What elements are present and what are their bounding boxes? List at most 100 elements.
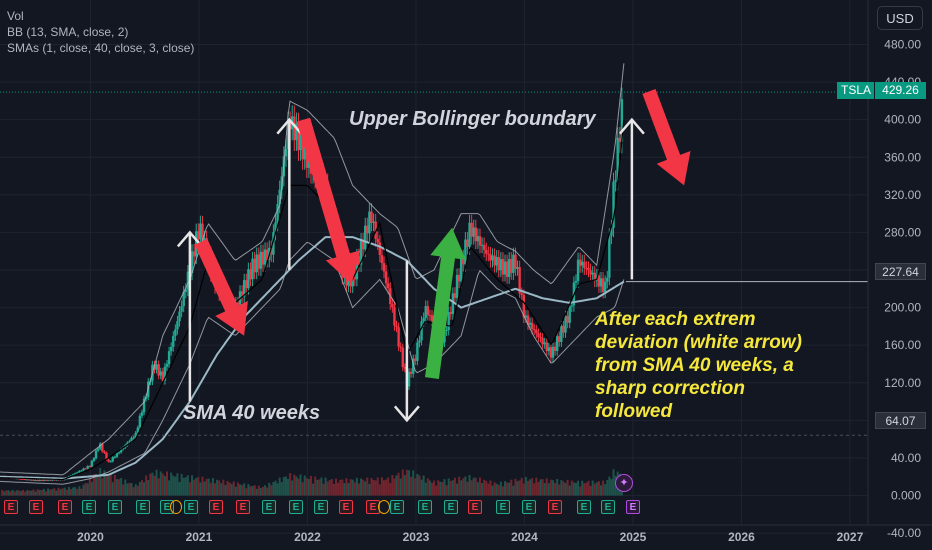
candle-body [564,315,567,333]
earnings-event-icon[interactable]: E [289,500,303,514]
volume-bar [178,482,181,496]
earnings-event-icon[interactable]: E [108,500,122,514]
volume-bar [560,480,563,496]
candle-body [274,222,277,233]
volume-bar [220,483,223,496]
candle-body [376,238,379,243]
earnings-event-icon[interactable]: E [444,500,458,514]
volume-bar [495,483,498,496]
volume-bar [320,477,323,496]
volume-bar [19,491,22,496]
candle-body [28,479,31,481]
volume-bar [593,483,596,496]
volume-bar [99,467,102,496]
candle-body [251,258,254,280]
volume-bar [151,472,154,496]
indicator-lines [0,63,625,485]
candle-body [265,249,269,261]
volume-bar [3,491,6,496]
candle-body [257,254,261,269]
earnings-event-icon[interactable]: E [577,500,591,514]
candle-body [128,441,131,443]
volume-bar [508,482,511,496]
candle-body [184,289,187,292]
earnings-event-icon[interactable]: E [601,500,615,514]
volume-bar [414,478,417,496]
candle-body [23,479,27,481]
candle-body [253,258,256,273]
candle-body [430,315,434,321]
candle-body [370,211,373,223]
volume-bar [451,480,454,496]
earnings-event-icon[interactable]: E [4,500,18,514]
earnings-event-icon[interactable]: E [58,500,72,514]
candle-body [372,221,375,223]
upcoming-event-icon[interactable]: ✦ [615,474,633,492]
earnings-event-icon[interactable]: E [184,500,198,514]
candle-body [447,311,450,330]
earnings-event-icon[interactable]: E [314,500,328,514]
earnings-event-icon[interactable]: E [29,500,43,514]
dividend-event-icon[interactable] [378,500,390,514]
candle-body [359,240,363,265]
annotation-arrows [176,89,691,423]
volume-bar [489,480,492,496]
earnings-event-icon[interactable]: E [468,500,482,514]
volume-bar [63,487,66,496]
volume-bar [153,475,156,496]
volume-bar [155,469,158,496]
volume-bar [188,482,191,496]
volume-bar [362,479,365,496]
candle-body [426,306,430,315]
earnings-event-icon[interactable]: E [626,500,640,514]
dividend-event-icon[interactable] [170,500,182,514]
legend-vol[interactable]: Vol [7,9,24,23]
candle-body [157,364,160,376]
volume-bar [216,479,219,496]
candle-body [570,305,573,307]
candle-body [599,278,603,287]
volume-bar [504,481,507,496]
candle-body [414,358,417,361]
candle-body [48,479,52,481]
volume-bar [280,482,283,496]
candle-body [247,269,250,289]
earnings-event-icon[interactable]: E [209,500,223,514]
volume-bar [236,482,239,496]
earnings-event-icon[interactable]: E [82,500,96,514]
earnings-event-icon[interactable]: E [366,500,380,514]
y-tick-label: 320.00 [884,188,921,202]
candle-body [597,275,601,287]
candle-body [263,249,267,265]
volume-bar [597,481,600,496]
volume-bar [403,475,406,496]
volume-bar [115,479,118,496]
legend-bollinger[interactable]: BB (13, SMA, close, 2) [7,25,129,39]
currency-button[interactable]: USD [877,6,923,30]
volume-bar [230,484,233,496]
volume-bar [205,478,208,496]
volume-bar [59,489,62,496]
earnings-event-icon[interactable]: E [418,500,432,514]
volume-bar [456,483,459,496]
candle-body [524,315,528,318]
volume-bar [570,480,573,496]
candle-body [610,228,613,236]
earnings-event-icon[interactable]: E [390,500,404,514]
volume-bar [218,480,221,496]
legend-smas[interactable]: SMAs (1, close, 40, close, 3, close) [7,41,195,55]
earnings-event-icon[interactable]: E [522,500,536,514]
volume-bar [374,480,377,496]
volume-bar [67,486,70,496]
earnings-event-icon[interactable]: E [548,500,562,514]
candle-body [578,259,582,266]
volume-bar [608,476,611,496]
candle-body [574,281,578,283]
volume-bar [159,471,162,496]
earnings-event-icon[interactable]: E [496,500,510,514]
earnings-event-icon[interactable]: E [339,500,353,514]
earnings-event-icon[interactable]: E [136,500,150,514]
earnings-event-icon[interactable]: E [262,500,276,514]
earnings-event-icon[interactable]: E [236,500,250,514]
